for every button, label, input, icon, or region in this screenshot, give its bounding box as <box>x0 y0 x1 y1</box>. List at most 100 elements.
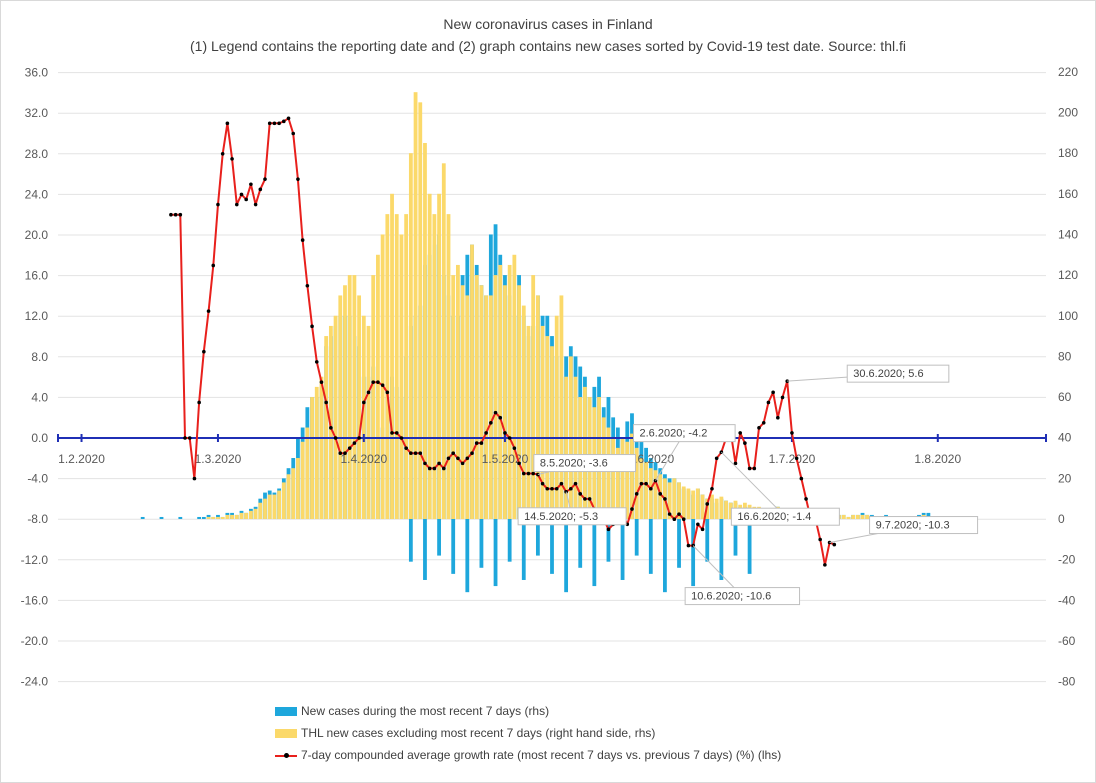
x-tick-label: 1.3.2020 <box>195 452 242 466</box>
growth-point <box>178 212 183 217</box>
growth-point <box>771 390 775 395</box>
bar-thl <box>446 214 451 519</box>
bar-thl <box>267 494 272 519</box>
legend-item-recent[interactable]: New cases during the most recent 7 days … <box>275 700 781 722</box>
annotation-box <box>730 507 840 526</box>
legend-item-growth[interactable]: 7-day compounded average growth rate (mo… <box>275 744 781 766</box>
y-left-tick-label: -20.0 <box>21 634 49 648</box>
growth-point <box>244 197 248 202</box>
growth-point <box>371 380 376 384</box>
y-right-tick-label: 180 <box>1058 146 1078 160</box>
growth-point <box>512 446 517 450</box>
bar-thl <box>291 468 296 519</box>
growth-point <box>507 436 512 440</box>
growth-point <box>677 512 681 516</box>
bar-thl <box>630 433 634 519</box>
bar-recent <box>178 516 183 519</box>
bar-thl <box>263 498 267 519</box>
growth-point <box>432 466 437 471</box>
bar-recent-negative <box>578 519 583 568</box>
y-right-tick-label: 100 <box>1058 309 1078 323</box>
y-left-tick-label: 36.0 <box>25 66 49 80</box>
bar-recent-negative <box>606 519 611 562</box>
growth-point <box>211 263 216 268</box>
growth-point <box>338 451 343 456</box>
bar-thl <box>653 470 658 519</box>
bar-thl <box>851 514 856 519</box>
growth-point <box>743 441 747 445</box>
growth-point <box>249 182 253 187</box>
bar-thl <box>211 516 216 519</box>
growth-point <box>437 461 441 466</box>
growth-point <box>187 436 192 440</box>
y-left-tick-label: -16.0 <box>21 593 49 607</box>
bar-thl <box>319 376 324 519</box>
bar-thl <box>366 325 371 519</box>
growth-point <box>225 121 230 126</box>
growth-point <box>183 436 187 440</box>
legend-swatch-recent <box>275 706 297 716</box>
bar-thl <box>338 295 343 519</box>
bar-recent <box>197 516 202 519</box>
growth-point <box>686 543 691 548</box>
bar-thl <box>648 468 653 519</box>
y-left-tick-label: 28.0 <box>25 147 49 161</box>
bar-thl <box>394 214 399 519</box>
bar-recent-negative <box>408 519 413 562</box>
growth-point <box>220 152 225 156</box>
y-left-tick-label: -24.0 <box>21 675 49 689</box>
bar-recent-negative <box>550 519 554 574</box>
bar-thl <box>230 514 234 519</box>
bar-thl <box>512 254 517 519</box>
growth-point <box>649 486 653 491</box>
growth-point <box>310 324 314 329</box>
growth-point <box>352 441 357 445</box>
bar-recent-negative <box>535 519 540 556</box>
bar-recent-negative <box>620 519 625 580</box>
growth-point <box>757 426 761 430</box>
y-right-tick-label: 160 <box>1058 187 1078 201</box>
bar-thl <box>531 275 536 519</box>
growth-point <box>606 527 611 532</box>
y-left-tick-label: 12.0 <box>25 309 49 323</box>
bar-thl <box>324 336 329 519</box>
bar-thl <box>352 275 357 519</box>
growth-point <box>766 400 771 405</box>
bar-thl <box>677 482 681 519</box>
growth-point <box>357 436 361 440</box>
growth-point <box>409 451 413 456</box>
annotation-label: 16.6.2020; -1.4 <box>737 511 811 523</box>
growth-point <box>460 461 465 466</box>
annotation-box <box>533 454 636 473</box>
y-right-tick-label: 200 <box>1058 106 1078 120</box>
bar-thl <box>545 336 550 519</box>
y-right-tick-label: 20 <box>1058 471 1072 485</box>
legend-item-thl[interactable]: THL new cases excluding most recent 7 da… <box>275 722 781 744</box>
growth-point <box>286 116 291 121</box>
bar-recent-negative <box>564 519 569 593</box>
growth-point <box>747 466 752 471</box>
annotation-leader <box>721 451 786 518</box>
growth-point <box>503 431 507 435</box>
growth-point <box>804 497 808 501</box>
growth-point <box>206 309 211 313</box>
y-left-tick-label: 0.0 <box>31 431 48 445</box>
bar-thl <box>700 494 705 519</box>
bar-thl <box>296 458 300 519</box>
growth-point <box>456 456 460 461</box>
growth-line <box>170 117 835 566</box>
bar-thl <box>559 295 564 519</box>
growth-point <box>296 177 300 181</box>
y-left-tick-label: 8.0 <box>31 350 48 364</box>
bar-thl <box>540 325 545 519</box>
bar-thl <box>719 496 724 519</box>
chart-subtitle: (1) Legend contains the reporting date a… <box>190 38 906 54</box>
x-tick-label: 1.7.2020 <box>769 452 816 466</box>
y-right-tick-label: 40 <box>1058 431 1072 445</box>
growth-point <box>639 481 644 486</box>
growth-point <box>554 486 559 491</box>
bar-thl <box>488 295 493 519</box>
bar-thl <box>639 458 644 519</box>
growth-point <box>644 481 648 486</box>
